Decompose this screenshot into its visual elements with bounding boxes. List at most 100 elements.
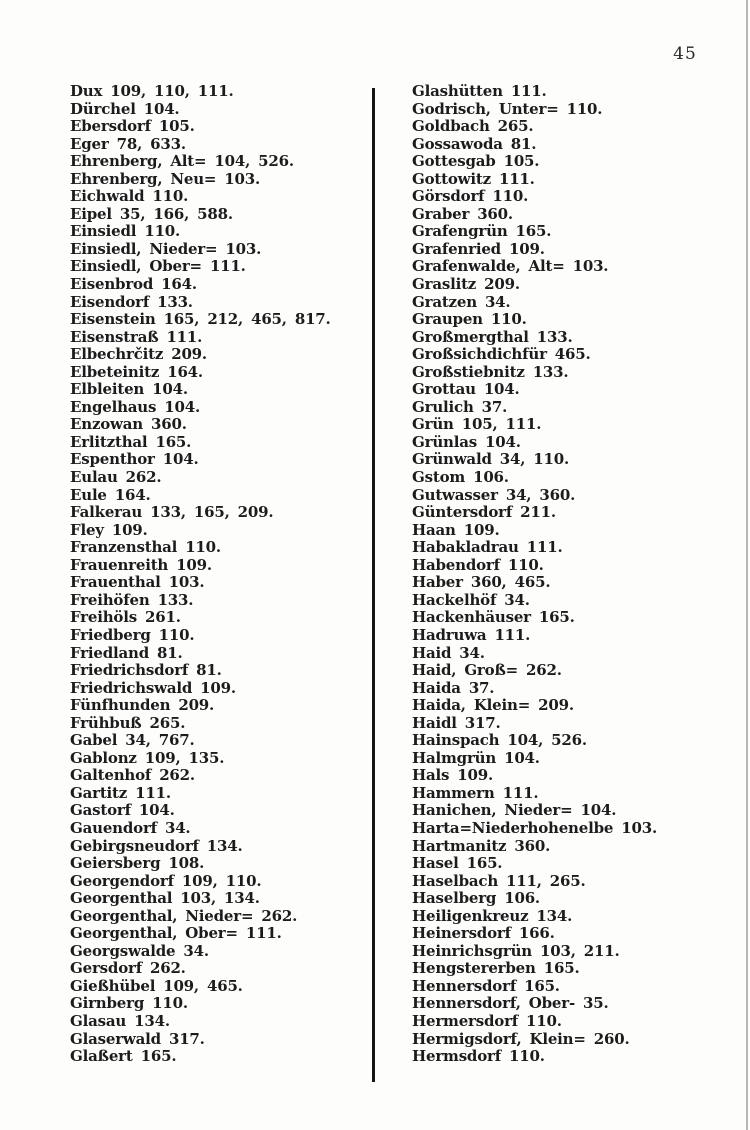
index-entry: Hackenhäuser 165. — [412, 608, 575, 627]
index-entry: Eule 164. — [70, 485, 151, 504]
index-entry: Grün 105, 111. — [412, 415, 542, 434]
index-entry: Georgenthal, Ober= 111. — [70, 924, 282, 943]
index-entry: Engelhaus 104. — [70, 397, 200, 416]
index-entry: Güntersdorf 211. — [412, 503, 556, 522]
index-entry: Gabel 34, 767. — [70, 731, 195, 750]
index-entry: Eisenstraß 111. — [70, 327, 203, 346]
index-entry: Grünwald 34, 110. — [412, 450, 570, 469]
index-entry: Heiligenkreuz 134. — [412, 906, 573, 925]
index-entry: Galtenhof 262. — [70, 766, 195, 785]
index-entry: Grafenried 109. — [412, 239, 545, 258]
index-entry: Gottesgab 105. — [412, 152, 540, 171]
index-entry: Haidl 317. — [412, 713, 501, 732]
page-number: 45 — [673, 44, 697, 64]
index-entry: Großsichdichfür 465. — [412, 345, 591, 364]
index-entry: Görsdorf 110. — [412, 187, 529, 206]
index-entry: Dux 109, 110, 111. — [70, 82, 234, 100]
index-entry: Freihöls 261. — [70, 608, 181, 627]
index-entry: Hals 109. — [412, 766, 493, 785]
index-entry: Heinersdorf 166. — [412, 924, 555, 943]
index-entry: Gebirgsneudorf 134. — [70, 836, 243, 855]
index-entry: Eichwald 110. — [70, 187, 189, 206]
index-entry: Heinrichsgrün 103, 211. — [412, 941, 620, 960]
index-entry: Gablonz 109, 135. — [70, 748, 225, 767]
index-entry: Glashütten 111. — [412, 82, 547, 100]
index-entry: Geiersberg 108. — [70, 854, 205, 873]
index-entry: Gutwasser 34, 360. — [412, 485, 576, 504]
index-entry: Eipel 35, 166, 588. — [70, 204, 233, 223]
index-entry: Fley 109. — [70, 520, 148, 539]
index-entry: Graslitz 209. — [412, 275, 520, 294]
index-entry: Fünfhunden 209. — [70, 696, 215, 715]
index-entry: Espenthor 104. — [70, 450, 199, 469]
index-entry: Hennersdorf 165. — [412, 976, 560, 995]
index-entry: Hennersdorf, Ober- 35. — [412, 994, 609, 1013]
index-entry: Gossawoda 81. — [412, 134, 537, 153]
index-entry: Gstom 106. — [412, 468, 509, 487]
index-entry: Einsiedl, Nieder= 103. — [70, 239, 262, 258]
index-entry: Georgenthal 103, 134. — [70, 889, 260, 908]
index-entry: Franzensthal 110. — [70, 538, 221, 557]
index-entry: Hainspach 104, 526. — [412, 731, 587, 750]
index-entry: Friedland 81. — [70, 643, 183, 662]
index-entry: Ehrenberg, Alt= 104, 526. — [70, 152, 294, 171]
index-entry: Harta=Niederhohenelbe 103. — [412, 818, 657, 837]
index-entry: Elbeteinitz 164. — [70, 362, 203, 381]
index-entry: Georgendorf 109, 110. — [70, 871, 262, 890]
index-entry: Grünlas 104. — [412, 432, 521, 451]
index-entry: Haber 360, 465. — [412, 573, 551, 592]
index-entry: Goldbach 265. — [412, 117, 534, 136]
index-entry: Habendorf 110. — [412, 555, 544, 574]
index-entry: Frauenthal 103. — [70, 573, 205, 592]
index-entry: Hackelhöf 34. — [412, 590, 530, 609]
index-entry: Hermersdorf 110. — [412, 1011, 562, 1030]
index-entry: Eisendorf 133. — [70, 292, 193, 311]
index-entry: Einsiedl, Ober= 111. — [70, 257, 246, 276]
index-entry: Friedberg 110. — [70, 625, 195, 644]
index-entry: Haida 37. — [412, 678, 495, 697]
index-entry: Einsiedl 110. — [70, 222, 181, 241]
index-entry: Ehrenberg, Neu= 103. — [70, 169, 261, 188]
index-entry: Halmgrün 104. — [412, 748, 540, 767]
index-entry: Gießhübel 109, 465. — [70, 976, 243, 995]
index-entry: Girnberg 110. — [70, 994, 188, 1013]
index-entry: Dürchel 104. — [70, 99, 180, 118]
index-entry: Gauendorf 34. — [70, 818, 191, 837]
index-entry: Eulau 262. — [70, 468, 162, 487]
index-entry: Hengstererben 165. — [412, 959, 580, 978]
index-entry: Haida, Klein= 209. — [412, 696, 574, 715]
index-entry: Grafenwalde, Alt= 103. — [412, 257, 609, 276]
index-entry: Grottau 104. — [412, 380, 520, 399]
index-entry: Grafengrün 165. — [412, 222, 552, 241]
index-entry: Hermsdorf 110. — [412, 1047, 545, 1066]
index-entry: Haselbach 111, 265. — [412, 871, 586, 890]
index-entry: Großmergthal 133. — [412, 327, 573, 346]
index-entry: Hammern 111. — [412, 783, 539, 802]
index-entry: Frühbuß 265. — [70, 713, 186, 732]
index-entry: Haan 109. — [412, 520, 500, 539]
index-entry: Enzowan 360. — [70, 415, 187, 434]
index-entry: Georgenthal, Nieder= 262. — [70, 906, 298, 925]
index-entry: Glaßert 165. — [70, 1047, 177, 1066]
index-column-left: Dux 109, 110, 111. Dürchel 104. Ebersdorf … — [70, 82, 400, 1066]
index-entry: Eisenstein 165, 212, 465, 817. — [70, 310, 331, 329]
index-entry: Hanichen, Nieder= 104. — [412, 801, 617, 820]
index-entry: Hermigsdorf, Klein= 260. — [412, 1029, 630, 1048]
index-entry: Ebersdorf 105. — [70, 117, 195, 136]
index-entry: Hartmanitz 360. — [412, 836, 551, 855]
index-entry: Hasel 165. — [412, 854, 503, 873]
index-entry: Georgswalde 34. — [70, 941, 209, 960]
index-entry: Hadruwa 111. — [412, 625, 531, 644]
index-entry: Großstiebnitz 133. — [412, 362, 569, 381]
index-entry: Gartitz 111. — [70, 783, 171, 802]
index-column-right: Glashütten 111. Godrisch, Unter= 110. Gold… — [412, 82, 742, 1066]
index-entry: Freihöfen 133. — [70, 590, 194, 609]
index-entry: Haselberg 106. — [412, 889, 540, 908]
index-entry: Eger 78, 633. — [70, 134, 186, 153]
scan-page-edge — [746, 0, 748, 1130]
index-entry: Haid 34. — [412, 643, 485, 662]
index-entry: Elbechrčitz 209. — [70, 345, 207, 364]
index-entry: Friedrichsdorf 81. — [70, 661, 222, 680]
index-entry: Falkerau 133, 165, 209. — [70, 503, 274, 522]
